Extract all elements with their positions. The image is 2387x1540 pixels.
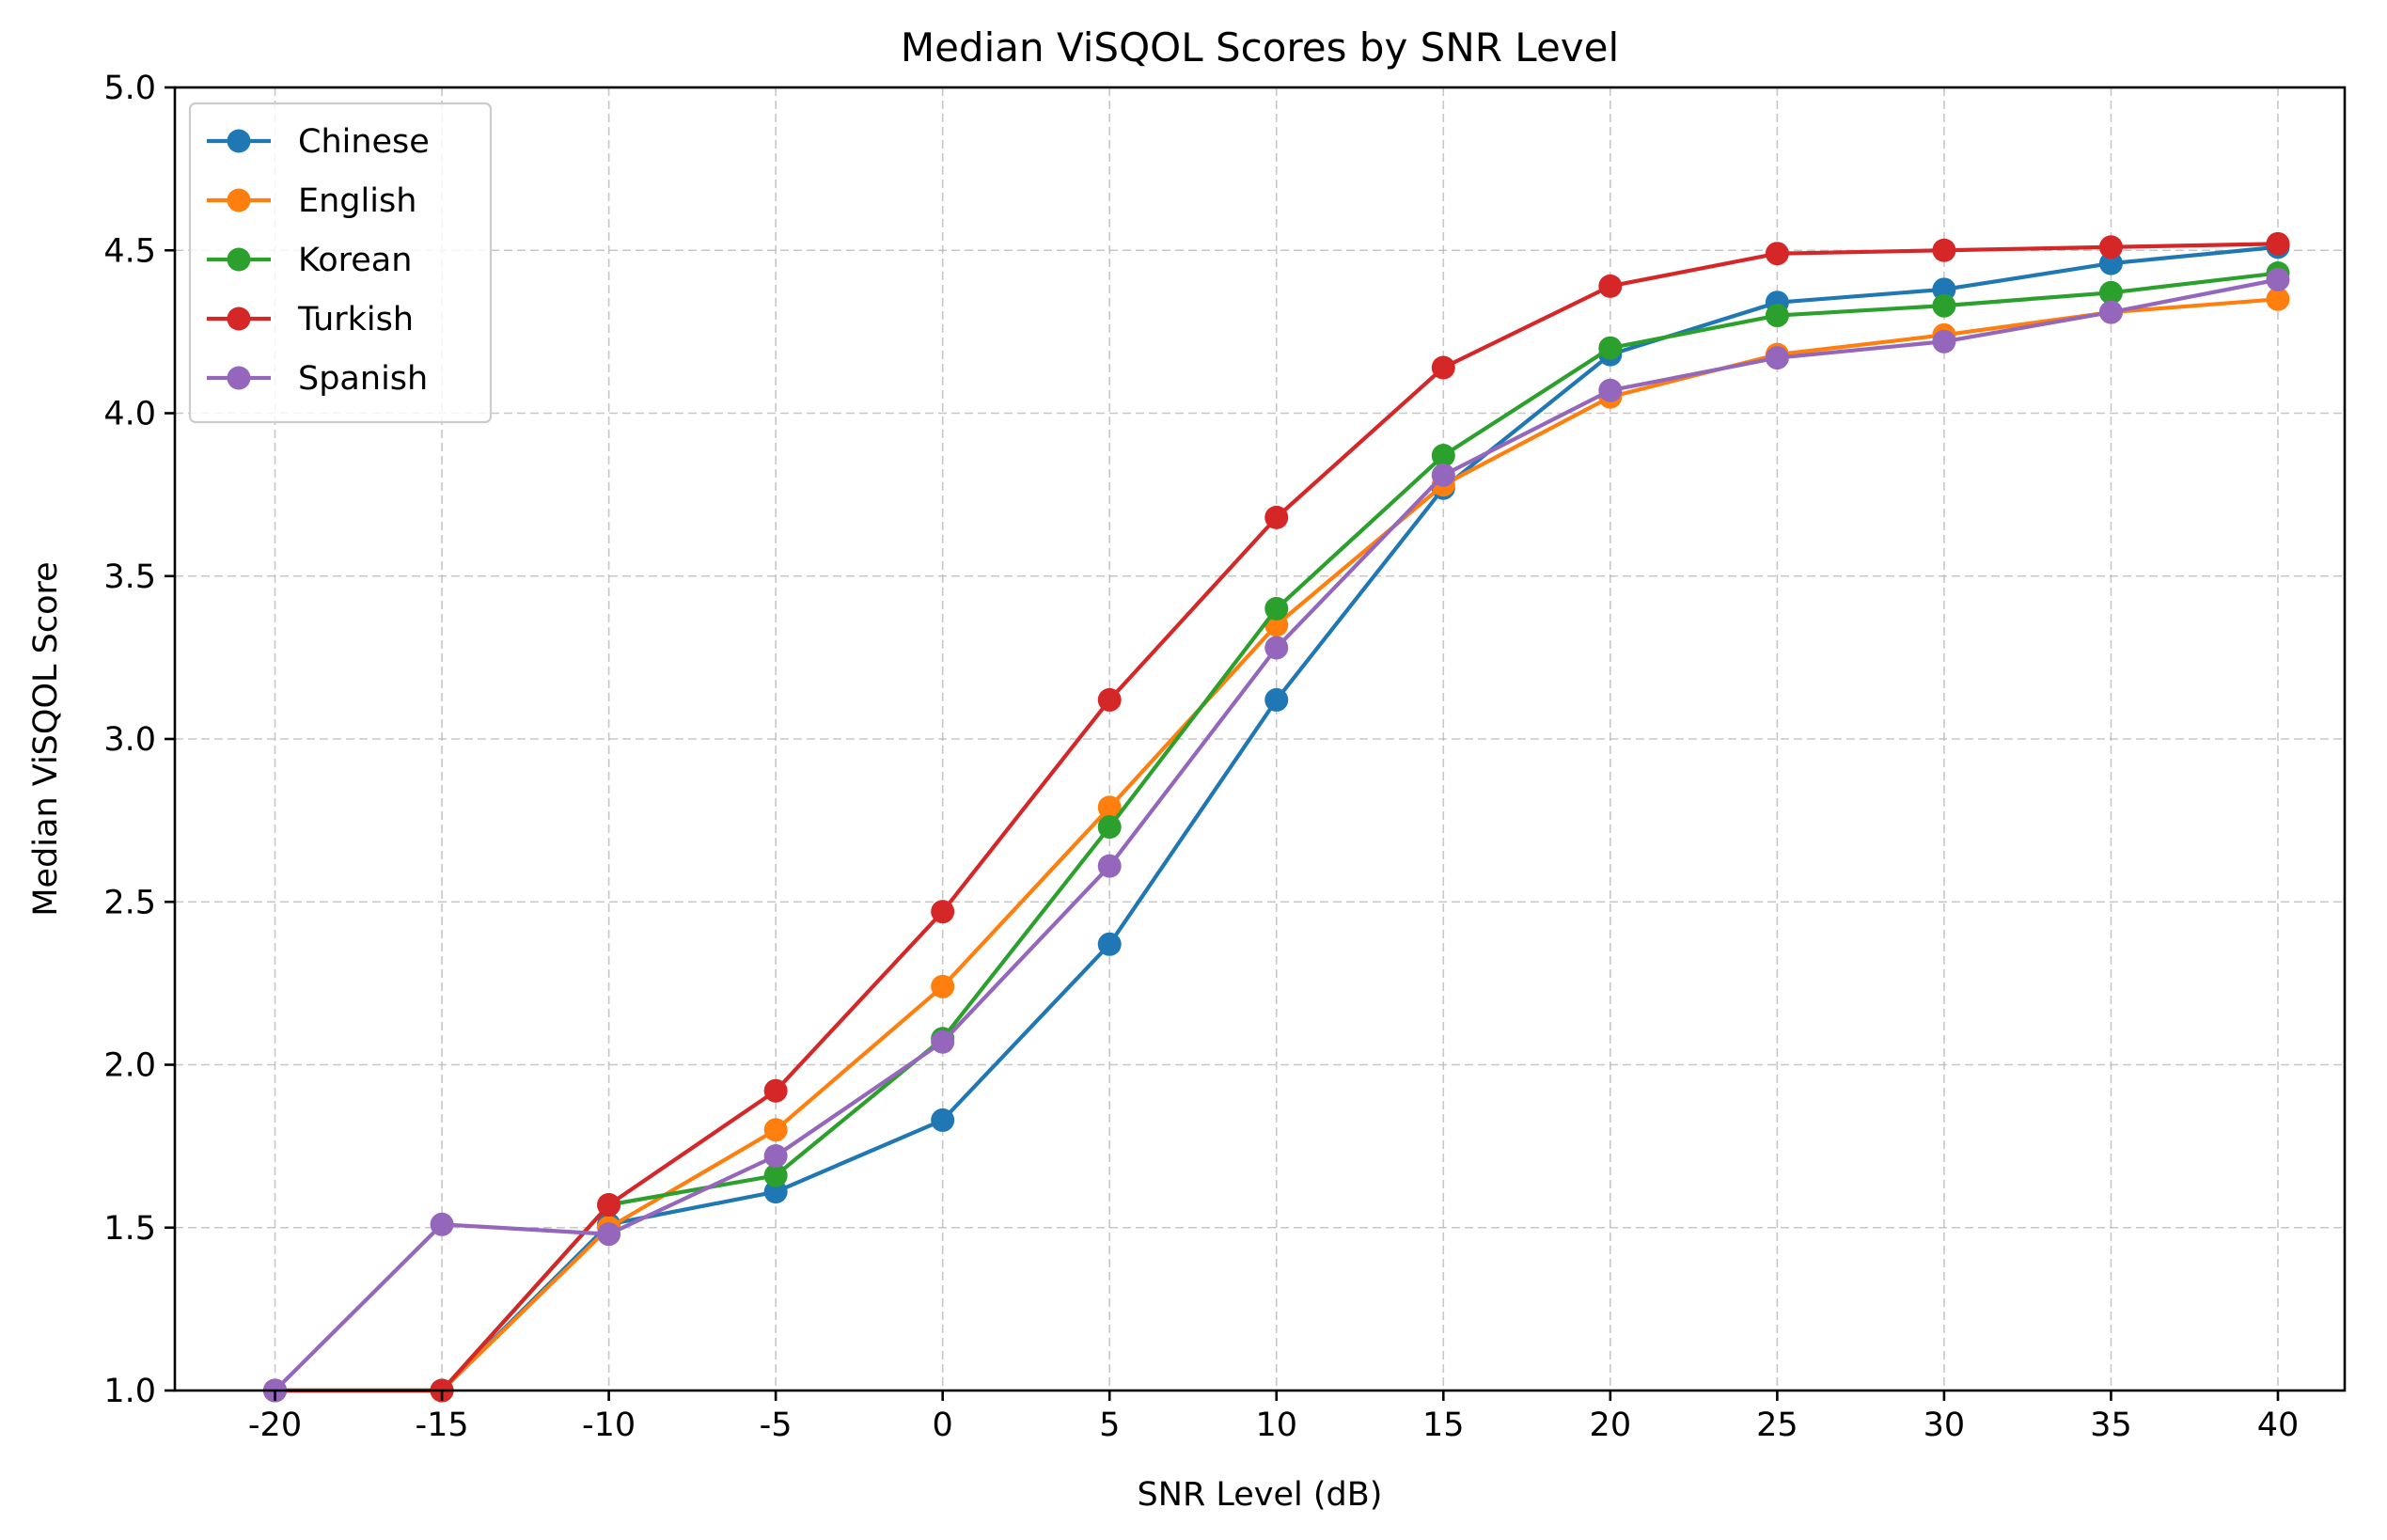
x-tick-label: 25: [1756, 1406, 1798, 1444]
data-point-turkish: [1431, 355, 1455, 380]
data-point-korean: [2098, 280, 2123, 305]
data-point-spanish: [931, 1029, 955, 1054]
data-point-korean: [1932, 293, 1956, 318]
legend-label-korean: Korean: [298, 242, 412, 279]
data-point-spanish: [2266, 267, 2290, 291]
legend-label-spanish: Spanish: [298, 360, 428, 398]
data-point-korean: [1431, 444, 1455, 468]
x-tick-label: -10: [582, 1406, 636, 1444]
data-point-spanish: [1097, 854, 1122, 878]
x-axis-title: SNR Level (dB): [1138, 1476, 1383, 1514]
data-point-turkish: [1765, 242, 1789, 266]
x-tick-label: 30: [1924, 1406, 1966, 1444]
data-point-turkish: [763, 1078, 788, 1103]
x-tick-label: -15: [415, 1406, 468, 1444]
legend-box: [188, 102, 493, 424]
data-point-turkish: [2098, 235, 2123, 259]
data-point-spanish: [597, 1222, 621, 1247]
data-point-spanish: [1765, 346, 1789, 370]
data-point-spanish: [1264, 636, 1289, 660]
y-tick-label: 2.5: [103, 884, 156, 921]
data-point-korean: [1097, 815, 1122, 840]
y-tick-label: 1.5: [103, 1210, 156, 1248]
data-point-chinese: [931, 1108, 955, 1132]
data-point-chinese: [1097, 932, 1122, 956]
chart-title: Median ViSQOL Scores by SNR Level: [901, 24, 1619, 71]
data-point-spanish: [1932, 329, 1956, 354]
data-point-korean: [1264, 596, 1289, 621]
x-tick-label: 40: [2257, 1406, 2300, 1444]
legend-label-turkish: Turkish: [297, 301, 414, 338]
y-tick-label: 2.0: [103, 1047, 156, 1085]
data-point-chinese: [1932, 277, 1956, 302]
data-point-spanish: [430, 1212, 454, 1236]
legend-label-chinese: Chinese: [298, 123, 430, 161]
data-point-english: [2266, 287, 2290, 311]
y-tick-label: 1.0: [103, 1373, 156, 1410]
data-point-english: [931, 974, 955, 998]
series-lines: [263, 231, 2290, 1403]
y-tick-label: 4.0: [103, 396, 156, 433]
data-point-spanish: [763, 1144, 788, 1169]
legend-marker-english: [227, 188, 251, 212]
data-point-spanish: [1598, 378, 1623, 402]
x-tick-label: 35: [2090, 1406, 2132, 1444]
data-point-chinese: [763, 1180, 788, 1204]
y-tick-label: 5.0: [103, 70, 156, 107]
x-tick-label: 0: [933, 1406, 953, 1444]
legend-marker-chinese: [227, 129, 251, 153]
legend-marker-spanish: [227, 366, 251, 390]
legend: Chinese English Korean Turkish Spanish: [188, 102, 493, 424]
legend-label-english: English: [298, 182, 416, 220]
data-point-turkish: [2266, 231, 2290, 256]
data-point-turkish: [597, 1192, 621, 1217]
data-point-korean: [1765, 304, 1789, 328]
x-tick-label: 15: [1422, 1406, 1465, 1444]
y-axis-title: Median ViSQOL Score: [27, 561, 65, 916]
data-point-chinese: [2098, 251, 2123, 275]
x-tick-label: 20: [1590, 1406, 1632, 1444]
data-point-turkish: [931, 900, 955, 924]
axis-ticks: -20 -15 -10 -5 0 5 10 15 20 25 30 35 40 1.0 1.5 2.0 2.5 3…: [103, 70, 2299, 1444]
data-point-chinese: [1264, 687, 1289, 712]
data-point-english: [1097, 795, 1122, 820]
data-point-turkish: [1598, 274, 1623, 298]
legend-marker-korean: [227, 247, 251, 272]
data-point-korean: [763, 1163, 788, 1187]
x-tick-label: -5: [760, 1406, 793, 1444]
y-tick-label: 3.0: [103, 721, 156, 759]
x-tick-label: 5: [1099, 1406, 1120, 1444]
data-point-korean: [1598, 336, 1623, 360]
y-tick-label: 3.5: [103, 558, 156, 596]
legend-marker-turkish: [227, 306, 251, 331]
data-point-english: [763, 1118, 788, 1142]
x-tick-label: 10: [1255, 1406, 1297, 1444]
x-tick-label: -20: [248, 1406, 302, 1444]
data-point-spanish: [2098, 300, 2123, 324]
y-tick-label: 4.5: [103, 232, 156, 270]
data-point-spanish: [1431, 463, 1455, 487]
data-point-turkish: [1264, 505, 1289, 529]
data-point-turkish: [1932, 238, 1956, 262]
data-point-turkish: [1097, 687, 1122, 712]
